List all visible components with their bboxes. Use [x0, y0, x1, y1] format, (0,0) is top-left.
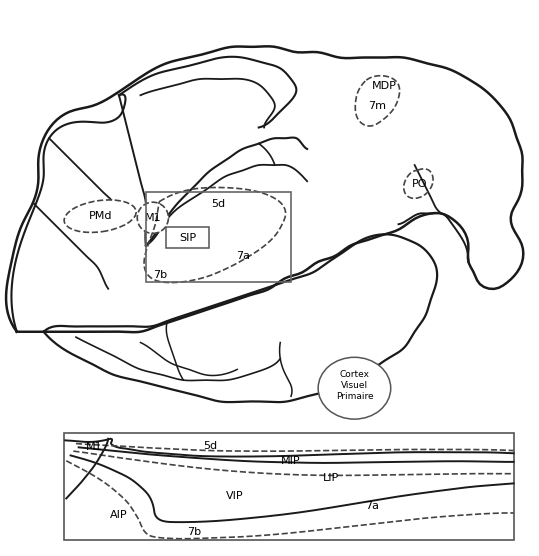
Text: VIP: VIP [226, 491, 244, 501]
Polygon shape [6, 46, 523, 332]
Text: MIP: MIP [281, 456, 301, 466]
Ellipse shape [318, 358, 391, 419]
Bar [146, 192, 291, 282]
Text: PMd: PMd [88, 211, 112, 221]
Text: SIP: SIP [179, 232, 196, 242]
Text: 5d: 5d [203, 441, 217, 451]
Text: 7m: 7m [368, 101, 386, 111]
Text: 5d: 5d [211, 199, 225, 209]
Text: M1: M1 [144, 213, 161, 223]
Text: M1: M1 [86, 443, 102, 453]
Text: LIP: LIP [323, 473, 340, 483]
Text: 7b: 7b [187, 527, 201, 537]
Bar [64, 433, 514, 540]
Text: AIP: AIP [110, 509, 128, 519]
Text: 7a: 7a [365, 502, 378, 512]
Ellipse shape [137, 202, 168, 234]
Text: Cortex
Visuel
Primaire: Cortex Visuel Primaire [336, 370, 373, 401]
Polygon shape [44, 234, 437, 402]
Text: 7a: 7a [236, 251, 250, 261]
Ellipse shape [64, 200, 136, 232]
Text: 7b: 7b [153, 270, 167, 280]
Bar [166, 227, 209, 249]
Text: MDP: MDP [372, 81, 397, 91]
Text: PO: PO [412, 179, 428, 189]
